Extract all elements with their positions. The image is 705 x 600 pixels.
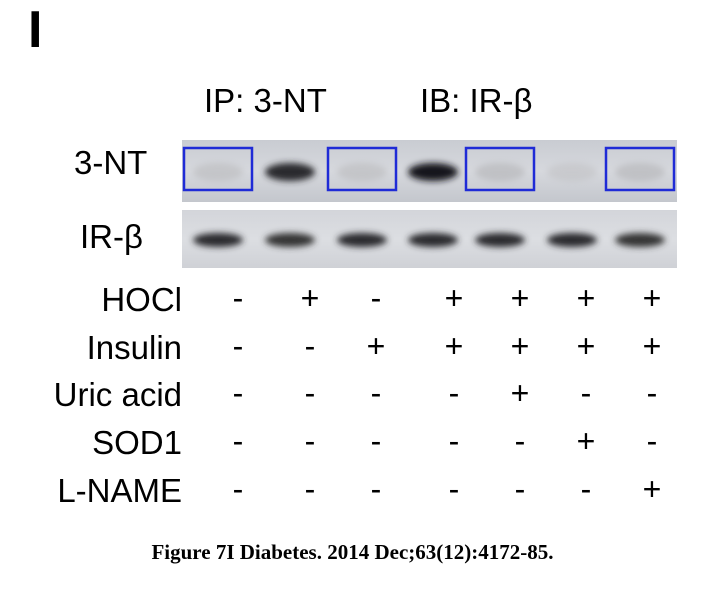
blot-band: [337, 163, 387, 181]
condition-label: SOD1: [12, 426, 182, 459]
blot-band: [408, 163, 458, 181]
blot-band: [337, 233, 387, 247]
condition-cell: -: [218, 473, 258, 505]
condition-cell: +: [566, 425, 606, 457]
condition-cell: -: [356, 473, 396, 505]
figure-caption: Figure 7I Diabetes. 2014 Dec;63(12):4172…: [0, 540, 705, 565]
blot-band: [615, 233, 665, 247]
condition-cell: -: [500, 473, 540, 505]
condition-cell: -: [290, 473, 330, 505]
condition-cell: +: [500, 330, 540, 362]
condition-cell: -: [500, 425, 540, 457]
condition-cell: -: [356, 282, 396, 314]
condition-cell: +: [632, 473, 672, 505]
condition-cell: -: [356, 425, 396, 457]
condition-cell: -: [218, 330, 258, 362]
condition-cell: +: [500, 377, 540, 409]
condition-cell: -: [356, 377, 396, 409]
condition-cell: +: [500, 282, 540, 314]
condition-cell: -: [290, 425, 330, 457]
condition-label: L-NAME: [12, 474, 182, 507]
blot-band: [265, 233, 315, 247]
condition-cell: +: [434, 282, 474, 314]
condition-cell: -: [434, 377, 474, 409]
condition-cell: -: [632, 377, 672, 409]
condition-cell: -: [218, 282, 258, 314]
blot-band: [615, 163, 665, 181]
condition-cell: +: [356, 330, 396, 362]
blot-band: [265, 163, 315, 181]
condition-label: Insulin: [12, 331, 182, 364]
blot-band: [547, 163, 597, 181]
condition-cell: +: [632, 282, 672, 314]
blot-band: [475, 163, 525, 181]
blot-band: [547, 233, 597, 247]
condition-cell: -: [218, 377, 258, 409]
condition-cell: +: [566, 330, 606, 362]
blot-band: [475, 233, 525, 247]
blot-band: [408, 233, 458, 247]
condition-cell: +: [632, 330, 672, 362]
condition-label: HOCl: [12, 283, 182, 316]
condition-cell: -: [434, 473, 474, 505]
condition-cell: -: [632, 425, 672, 457]
condition-cell: -: [566, 473, 606, 505]
condition-cell: +: [434, 330, 474, 362]
condition-cell: -: [290, 377, 330, 409]
blot-band: [193, 163, 243, 181]
condition-cell: -: [290, 330, 330, 362]
condition-label: Uric acid: [12, 378, 182, 411]
condition-cell: +: [290, 282, 330, 314]
condition-cell: -: [434, 425, 474, 457]
blot-band: [193, 233, 243, 247]
condition-cell: -: [566, 377, 606, 409]
condition-cell: +: [566, 282, 606, 314]
condition-cell: -: [218, 425, 258, 457]
